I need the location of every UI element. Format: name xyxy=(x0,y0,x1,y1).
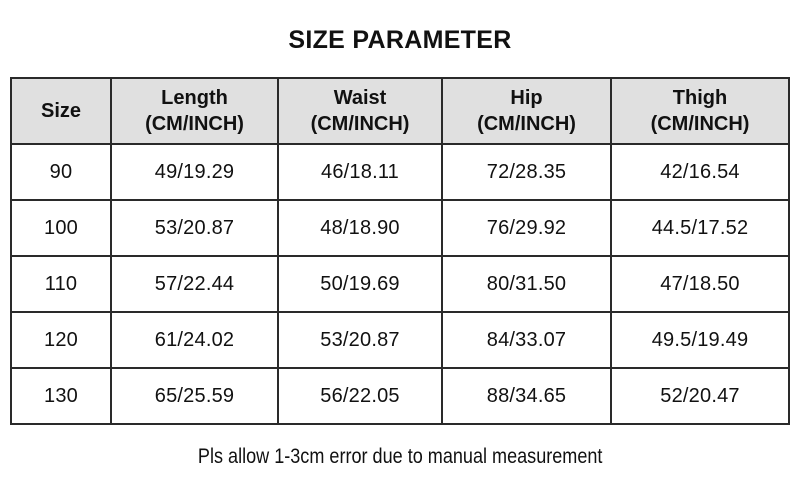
cell-size: 110 xyxy=(10,255,112,313)
col-header-label: Waist xyxy=(333,86,387,109)
footer: Pls allow 1-3cm error due to manual meas… xyxy=(0,445,800,469)
size-parameter-table: Size Length (CM/INCH) Waist (CM/INCH) Hi… xyxy=(10,77,790,425)
cell-hip: 80/31.50 xyxy=(441,255,612,313)
cell-thigh: 49.5/19.49 xyxy=(610,311,790,369)
col-header-size: Size xyxy=(10,77,112,145)
col-header-unit: (CM/INCH) xyxy=(310,113,410,135)
cell-size: 90 xyxy=(10,143,112,201)
cell-size: 120 xyxy=(10,311,112,369)
cell-hip: 76/29.92 xyxy=(441,199,612,257)
cell-length: 57/22.44 xyxy=(110,255,279,313)
cell-length: 61/24.02 xyxy=(110,311,279,369)
col-header-unit: (CM/INCH) xyxy=(650,113,750,135)
cell-length: 65/25.59 xyxy=(110,367,279,425)
cell-thigh: 52/20.47 xyxy=(610,367,790,425)
cell-size: 100 xyxy=(10,199,112,257)
page-title: SIZE PARAMETER xyxy=(288,26,512,54)
cell-thigh: 42/16.54 xyxy=(610,143,790,201)
col-header-unit: (CM/INCH) xyxy=(145,113,244,135)
cell-waist: 53/20.87 xyxy=(277,311,443,369)
header-row: Size Length (CM/INCH) Waist (CM/INCH) Hi… xyxy=(10,77,790,145)
table-row: 120 61/24.02 53/20.87 84/33.07 49.5/19.4… xyxy=(10,311,790,369)
col-header-label: Thigh xyxy=(672,86,728,109)
col-header-label: Size xyxy=(40,99,82,122)
col-header-label: Hip xyxy=(510,86,543,109)
col-header-waist: Waist (CM/INCH) xyxy=(277,77,443,145)
cell-hip: 84/33.07 xyxy=(441,311,612,369)
col-header-hip: Hip (CM/INCH) xyxy=(441,77,612,145)
measurement-note: Pls allow 1-3cm error due to manual meas… xyxy=(197,445,603,468)
col-header-label: Length xyxy=(161,86,228,109)
cell-thigh: 47/18.50 xyxy=(610,255,790,313)
cell-waist: 56/22.05 xyxy=(277,367,443,425)
col-header-unit: (CM/INCH) xyxy=(477,113,576,135)
cell-waist: 46/18.11 xyxy=(277,143,443,201)
table-row: 90 49/19.29 46/18.11 72/28.35 42/16.54 xyxy=(10,143,790,201)
cell-length: 49/19.29 xyxy=(110,143,279,201)
table-row: 100 53/20.87 48/18.90 76/29.92 44.5/17.5… xyxy=(10,199,790,257)
cell-length: 53/20.87 xyxy=(110,199,279,257)
cell-size: 130 xyxy=(10,367,112,425)
col-header-thigh: Thigh (CM/INCH) xyxy=(610,77,790,145)
table-row: 110 57/22.44 50/19.69 80/31.50 47/18.50 xyxy=(10,255,790,313)
cell-waist: 48/18.90 xyxy=(277,199,443,257)
cell-waist: 50/19.69 xyxy=(277,255,443,313)
cell-thigh: 44.5/17.52 xyxy=(610,199,790,257)
table-row: 130 65/25.59 56/22.05 88/34.65 52/20.47 xyxy=(10,367,790,425)
cell-hip: 88/34.65 xyxy=(441,367,612,425)
cell-hip: 72/28.35 xyxy=(441,143,612,201)
col-header-length: Length (CM/INCH) xyxy=(110,77,279,145)
